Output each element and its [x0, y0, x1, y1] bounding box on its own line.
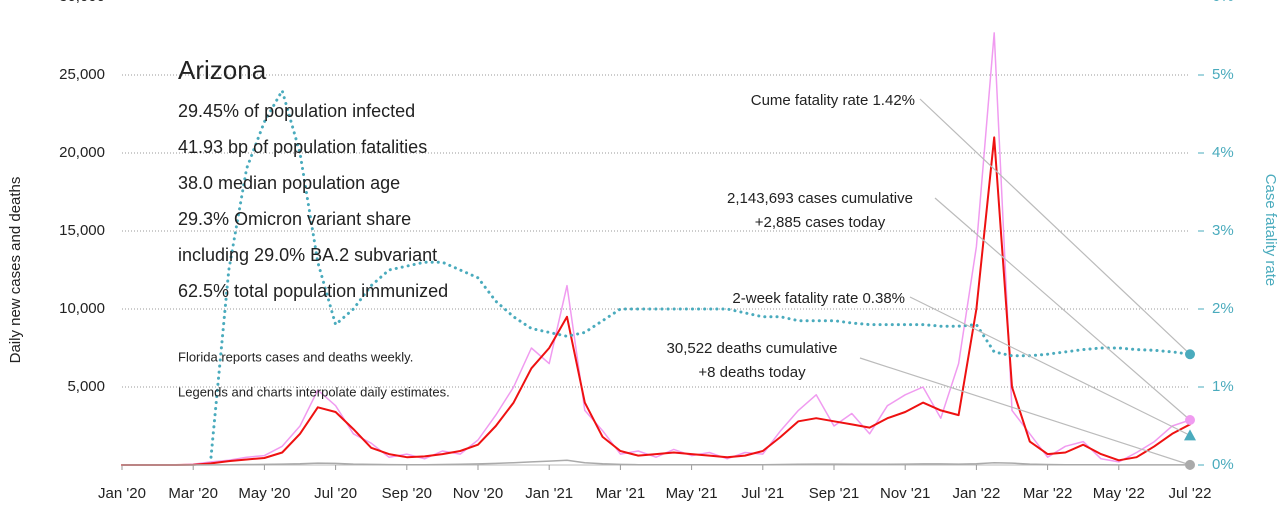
y-axis-label: Daily new cases and deaths: [7, 177, 24, 364]
x-tick-label: Nov '21: [880, 485, 930, 502]
annotation: +8 deaths today: [698, 364, 806, 381]
info-line: 38.0 median population age: [178, 173, 400, 193]
end-marker: [1185, 349, 1195, 360]
x-tick-label: Sep '20: [382, 485, 432, 502]
y2-tick-label: 6%: [1212, 0, 1234, 5]
x-tick-label: May '22: [1093, 485, 1145, 502]
y2-axis-label: Case fatality rate: [1262, 174, 1279, 287]
annotation: Cume fatality rate 1.42%: [751, 92, 915, 109]
annotation: 2-week fatality rate 0.38%: [732, 290, 905, 307]
info-note: Florida reports cases and deaths weekly.: [178, 349, 413, 364]
annotation: 30,522 deaths cumulative: [667, 340, 838, 357]
series-line: [121, 32, 1191, 466]
y-tick-label: 5,000: [67, 378, 105, 395]
info-line: 41.93 bp of population fatalities: [178, 137, 427, 157]
x-tick-label: Jul '20: [314, 485, 357, 502]
x-tick-label: Jan '22: [952, 485, 1000, 502]
y2-tick-label: 3%: [1212, 222, 1234, 239]
leader-line: [934, 197, 1191, 421]
end-marker: [1185, 414, 1195, 425]
y-tick-label: 30,000: [59, 0, 105, 5]
annotation: 2,143,693 cases cumulative: [727, 190, 913, 207]
info-note: Legends and charts interpolate daily est…: [178, 384, 450, 399]
info-line: including 29.0% BA.2 subvariant: [178, 245, 437, 265]
info-line: 29.45% of population infected: [178, 101, 415, 121]
x-tick-label: May '20: [238, 485, 290, 502]
y2-tick-label: 0%: [1212, 456, 1234, 473]
annotation: +2,885 cases today: [755, 214, 886, 231]
x-tick-label: May '21: [666, 485, 718, 502]
y2-tick-label: 2%: [1212, 300, 1234, 317]
y2-tick-label: 4%: [1212, 144, 1234, 161]
series-line: [121, 136, 1191, 466]
x-tick-label: Mar '21: [596, 485, 646, 502]
x-tick-label: Nov '20: [453, 485, 503, 502]
y-tick-label: 20,000: [59, 144, 105, 161]
x-tick-label: Jan '21: [525, 485, 573, 502]
y2-tick-label: 5%: [1212, 66, 1234, 83]
x-tick-label: Mar '20: [168, 485, 218, 502]
end-marker: [1184, 429, 1196, 441]
y-tick-label: 25,000: [59, 66, 105, 83]
leader-line: [919, 98, 1191, 355]
x-tick-label: Jul '22: [1169, 485, 1212, 502]
info-line: 29.3% Omicron variant share: [178, 209, 411, 229]
leader-line: [859, 357, 1191, 466]
state-title: Arizona: [178, 55, 267, 85]
x-tick-label: Jul '21: [741, 485, 784, 502]
series-line: [121, 459, 1191, 466]
x-tick-label: Sep '21: [809, 485, 859, 502]
y-tick-label: 10,000: [59, 300, 105, 317]
y2-tick-label: 1%: [1212, 378, 1234, 395]
y-tick-label: 15,000: [59, 222, 105, 239]
end-marker: [1185, 459, 1195, 470]
x-tick-label: Mar '22: [1023, 485, 1073, 502]
x-tick-label: Jan '20: [98, 485, 146, 502]
leader-line: [909, 296, 1191, 436]
info-line: 62.5% total population immunized: [178, 281, 448, 301]
